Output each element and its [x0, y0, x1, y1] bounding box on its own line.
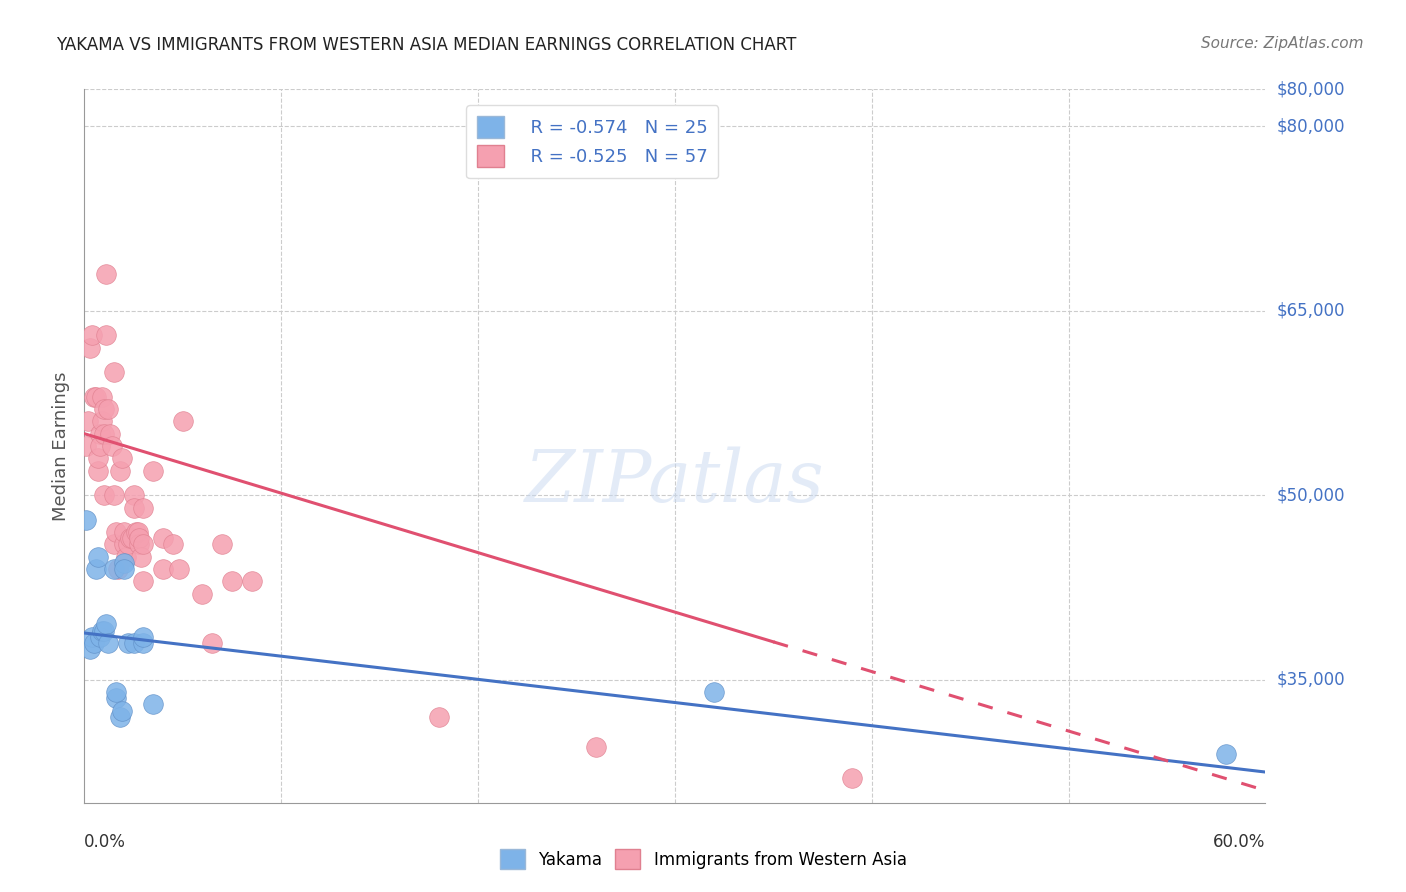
Point [87, 464, 110, 478]
Point [93, 426, 115, 441]
Point [103, 562, 125, 576]
Point [117, 537, 139, 551]
Point [122, 488, 145, 502]
Point [75, 439, 97, 453]
Point [84, 562, 107, 576]
Point [91, 390, 114, 404]
Point [89, 426, 111, 441]
Point [107, 562, 129, 576]
Point [121, 531, 143, 545]
Point [162, 537, 184, 551]
Point [132, 630, 155, 644]
Point [89, 630, 111, 644]
Point [79, 642, 101, 657]
Point [97, 402, 120, 417]
Point [128, 531, 150, 545]
Point [103, 365, 125, 379]
Point [114, 549, 136, 564]
Point [84, 390, 107, 404]
Point [111, 451, 134, 466]
Point [167, 562, 190, 576]
Point [97, 636, 120, 650]
Point [82, 328, 104, 343]
Point [112, 525, 135, 540]
Point [152, 562, 174, 576]
Text: 0.0%: 0.0% [84, 833, 127, 851]
Point [118, 531, 141, 545]
Point [132, 574, 155, 589]
Point [117, 636, 139, 650]
Legend:   R = -0.574   N = 25,   R = -0.525   N = 57: R = -0.574 N = 25, R = -0.525 N = 57 [467, 105, 718, 178]
Point [82, 630, 104, 644]
Point [101, 439, 124, 453]
Point [112, 562, 135, 576]
Point [132, 500, 155, 515]
Legend: Yakama, Immigrants from Western Asia: Yakama, Immigrants from Western Asia [489, 838, 917, 880]
Text: 60.0%: 60.0% [1213, 833, 1265, 851]
Point [108, 464, 131, 478]
Point [211, 537, 233, 551]
Point [94, 267, 117, 281]
Point [91, 624, 114, 638]
Text: $80,000: $80,000 [1277, 117, 1346, 135]
Point [585, 740, 607, 755]
Point [131, 549, 153, 564]
Point [103, 488, 125, 502]
Point [83, 636, 105, 650]
Text: $35,000: $35,000 [1277, 671, 1346, 689]
Point [94, 328, 117, 343]
Point [91, 414, 114, 428]
Point [89, 439, 111, 453]
Point [703, 685, 725, 699]
Point [108, 709, 131, 723]
Y-axis label: Median Earnings: Median Earnings [52, 371, 70, 521]
Text: Source: ZipAtlas.com: Source: ZipAtlas.com [1201, 36, 1364, 51]
Point [128, 537, 150, 551]
Point [111, 704, 134, 718]
Point [127, 525, 149, 540]
Point [103, 537, 125, 551]
Point [172, 414, 194, 428]
Point [122, 500, 145, 515]
Point [104, 525, 127, 540]
Point [427, 709, 450, 723]
Point [93, 624, 115, 638]
Point [98, 426, 121, 441]
Text: $50,000: $50,000 [1277, 486, 1346, 504]
Point [152, 531, 174, 545]
Point [93, 402, 115, 417]
Point [841, 771, 863, 785]
Point [124, 525, 146, 540]
Point [83, 390, 105, 404]
Point [132, 537, 155, 551]
Point [240, 574, 263, 589]
Point [191, 587, 214, 601]
Point [79, 341, 101, 355]
Point [201, 636, 224, 650]
Point [1215, 747, 1237, 761]
Point [94, 617, 117, 632]
Point [77, 414, 100, 428]
Point [142, 698, 165, 712]
Point [142, 464, 165, 478]
Point [87, 549, 110, 564]
Point [93, 488, 115, 502]
Point [221, 574, 243, 589]
Point [112, 556, 135, 570]
Point [104, 685, 127, 699]
Point [75, 513, 97, 527]
Text: $80,000: $80,000 [1277, 80, 1346, 98]
Text: ZIPatlas: ZIPatlas [524, 446, 825, 517]
Text: $65,000: $65,000 [1277, 301, 1346, 319]
Point [87, 451, 110, 466]
Point [104, 691, 127, 706]
Point [122, 636, 145, 650]
Point [112, 537, 135, 551]
Text: YAKAMA VS IMMIGRANTS FROM WESTERN ASIA MEDIAN EARNINGS CORRELATION CHART: YAKAMA VS IMMIGRANTS FROM WESTERN ASIA M… [56, 36, 797, 54]
Point [132, 636, 155, 650]
